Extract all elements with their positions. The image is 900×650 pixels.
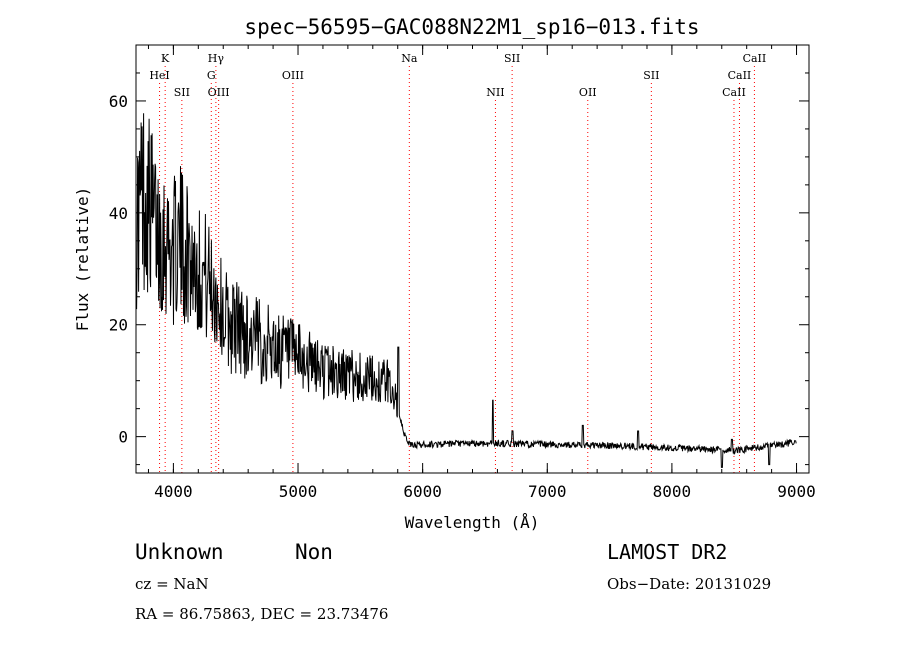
line-marker-label: SII xyxy=(643,69,659,82)
axis-ticks: 4000 5000 6000 7000 8000 9000 0 20 40 60 xyxy=(109,45,816,501)
line-marker-label: OII xyxy=(579,86,597,99)
line-marker-label: HeI xyxy=(149,69,169,82)
redshift-cz: cz = NaN xyxy=(135,575,209,593)
x-tick-label: 6000 xyxy=(403,482,442,501)
line-marker-label: CaII xyxy=(728,69,752,82)
plot-frame xyxy=(135,44,810,474)
survey-name: LAMOST DR2 xyxy=(607,540,728,564)
x-tick-label: 4000 xyxy=(154,482,193,501)
spectrum-plot: spec−56595−GAC088N22M1_sp16−013.fits K He… xyxy=(73,15,816,532)
y-tick-label: 60 xyxy=(109,92,128,111)
y-tick-label: 40 xyxy=(109,204,128,223)
y-axis-label: Flux (relative) xyxy=(73,187,92,332)
line-marker-label: NII xyxy=(486,86,504,99)
line-marker-label: CaII xyxy=(743,52,767,65)
chart-title: spec−56595−GAC088N22M1_sp16−013.fits xyxy=(244,15,699,39)
line-marker-label: SII xyxy=(174,86,190,99)
line-marker-label: CaII xyxy=(722,86,746,99)
line-marker-label: OIII xyxy=(282,69,304,82)
line-marker-label: OIII xyxy=(208,86,230,99)
line-marker-label: SII xyxy=(504,52,520,65)
x-axis-label: Wavelength (Å) xyxy=(405,513,540,532)
line-marker-label: K xyxy=(161,52,170,65)
line-marker-label: Na xyxy=(401,52,418,65)
line-markers: K HeI SII Hγ G OIII OIII Na SII NII OII SII CaII CaII… xyxy=(149,52,766,473)
x-tick-label: 9000 xyxy=(777,482,816,501)
y-tick-label: 20 xyxy=(109,316,128,335)
object-subclass: Non xyxy=(295,540,333,564)
y-tick-label: 0 xyxy=(118,428,128,447)
object-class: Unknown xyxy=(135,540,224,564)
line-marker-label: Hγ xyxy=(208,52,225,65)
ra-dec: RA = 86.75863, DEC = 23.73476 xyxy=(135,605,389,623)
line-marker-label: G xyxy=(207,69,216,82)
x-tick-label: 8000 xyxy=(653,482,692,501)
obs-date: Obs−Date: 20131029 xyxy=(607,575,772,593)
x-tick-label: 7000 xyxy=(528,482,567,501)
spectrum-line xyxy=(136,113,797,468)
x-tick-label: 5000 xyxy=(279,482,318,501)
